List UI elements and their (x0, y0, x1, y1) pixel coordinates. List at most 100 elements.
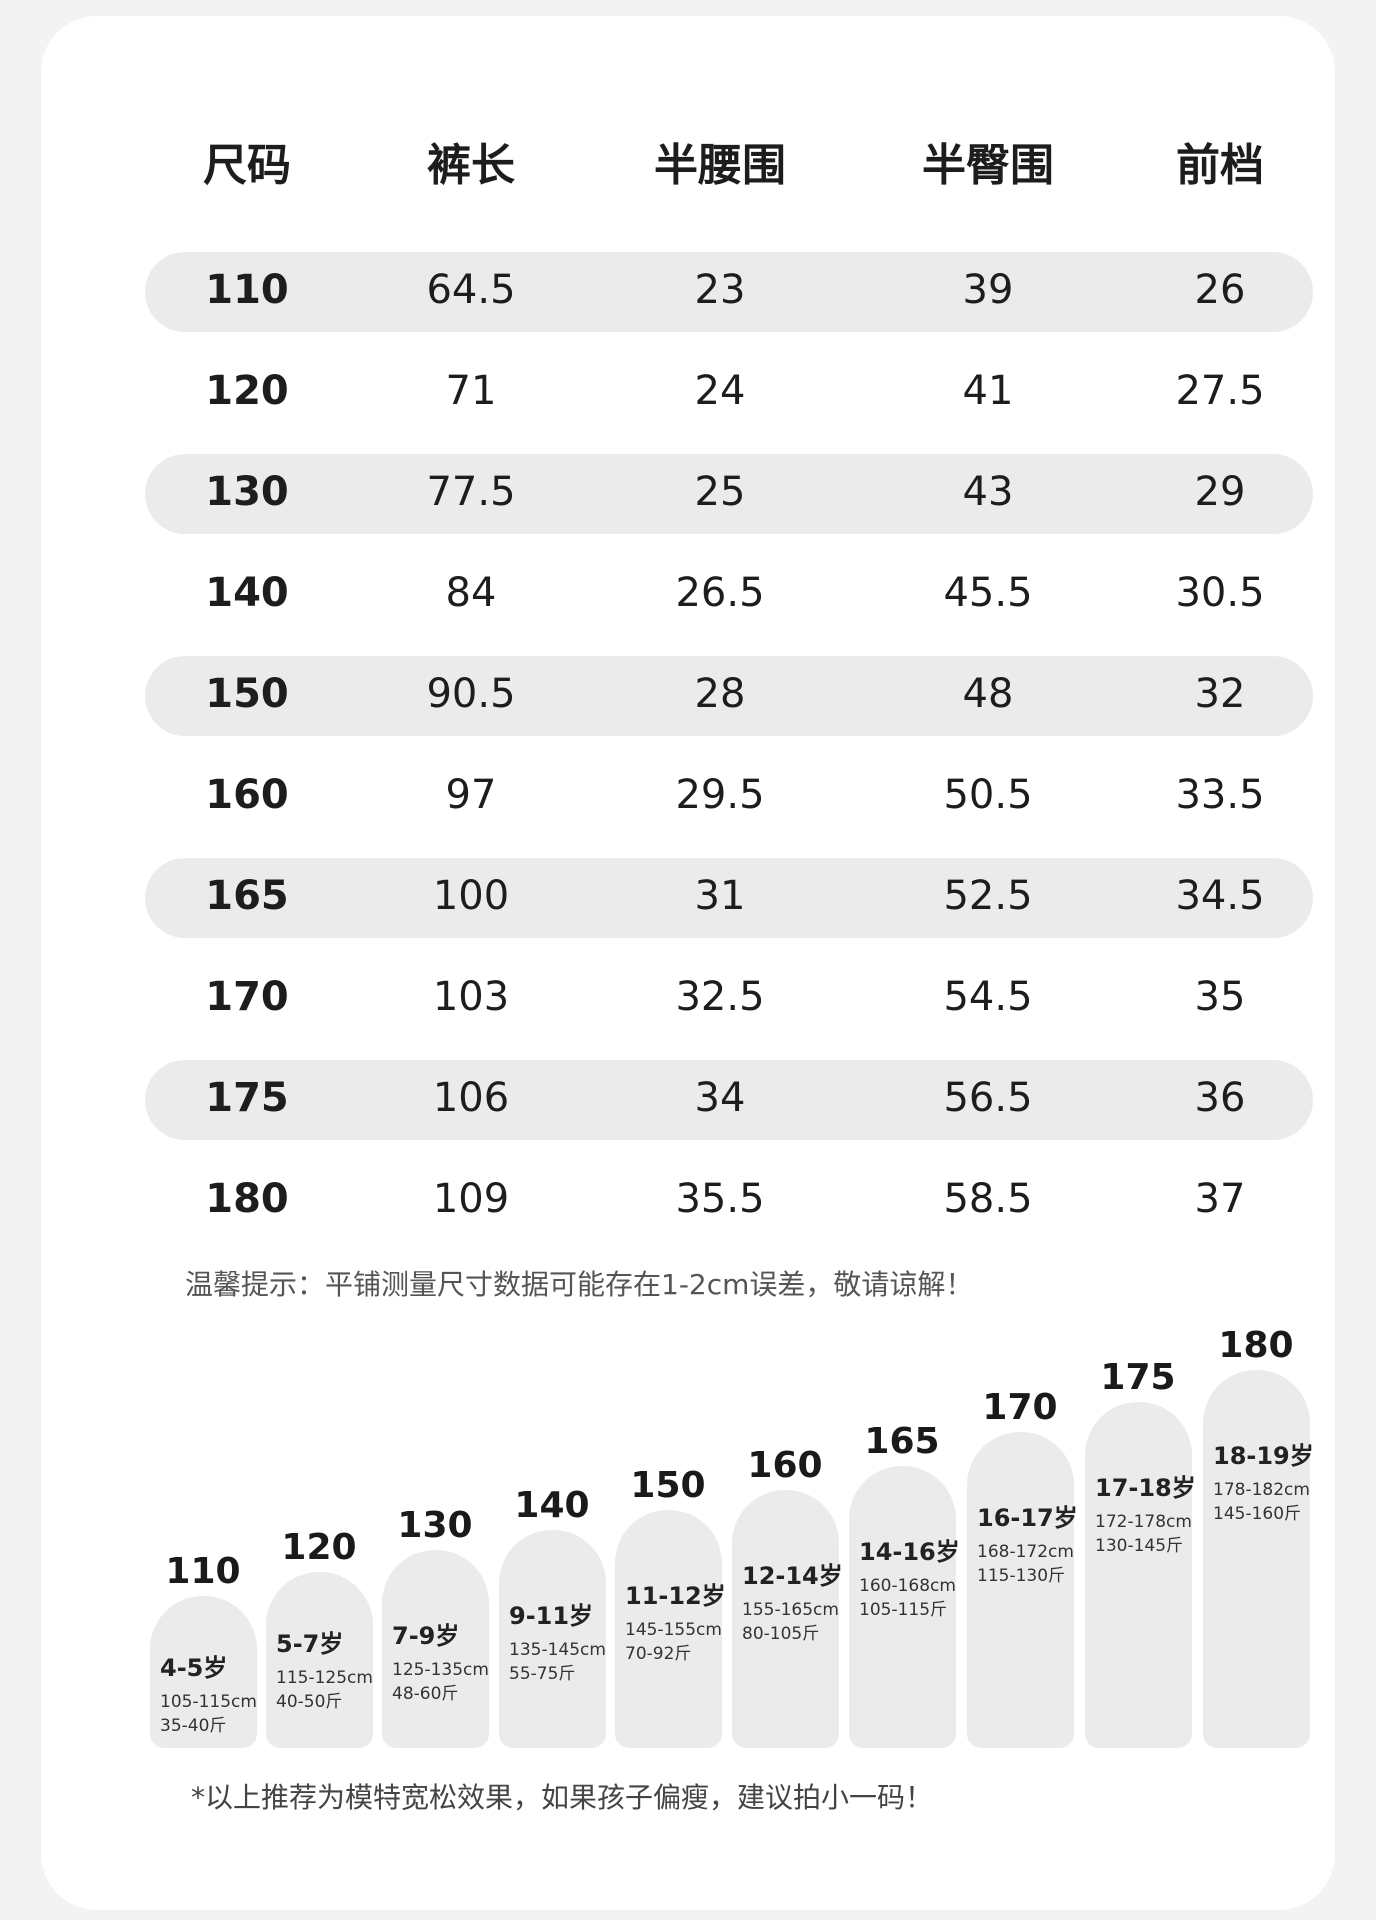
bar-size-label: 160 (747, 1445, 823, 1486)
header-front-rise: 前档 (1176, 140, 1264, 191)
header-half-waist: 半腰围 (654, 140, 786, 191)
weight-range: 115-130斤 (977, 1566, 1066, 1586)
size-cell: 150 (205, 671, 289, 717)
table-row: 150 90.5 28 48 32 (145, 644, 1313, 745)
table-row: 170 103 32.5 54.5 35 (145, 947, 1313, 1048)
measure-cell: 77.5 (426, 469, 516, 515)
recommendation-bar: 18-19岁 178-182cm 145-160斤 (1203, 1370, 1314, 1748)
weight-range: 130-145斤 (1095, 1536, 1184, 1556)
measure-cell: 106 (432, 1075, 510, 1121)
weight-range: 70-92斤 (625, 1644, 692, 1664)
measure-cell: 56.5 (943, 1075, 1033, 1121)
measure-cell: 24 (694, 368, 746, 414)
bar-size-label: 120 (281, 1527, 357, 1568)
table-row: 120 71 24 41 27.5 (145, 341, 1313, 442)
age-range: 9-11岁 (509, 1602, 594, 1630)
measure-cell: 27.5 (1175, 368, 1265, 414)
bar-size-label: 130 (397, 1505, 473, 1546)
size-cell: 165 (205, 873, 289, 919)
measure-cell: 58.5 (943, 1176, 1033, 1222)
size-cell: 140 (205, 570, 289, 616)
measure-cell: 100 (432, 873, 510, 919)
measure-cell: 84 (445, 570, 497, 616)
bar-size-label: 150 (630, 1465, 706, 1506)
recommendation-bar: 9-11岁 135-145cm 55-75斤 (499, 1530, 606, 1748)
table-row: 180 109 35.5 58.5 37 (145, 1149, 1313, 1250)
table-header-row: 尺码 裤长 半腰围 半臀围 前档 (145, 126, 1313, 240)
table-row: 140 84 26.5 45.5 30.5 (145, 543, 1313, 644)
weight-range: 55-75斤 (509, 1664, 576, 1684)
table-row: 165 100 31 52.5 34.5 (145, 846, 1313, 947)
age-range: 11-12岁 (625, 1582, 726, 1610)
measure-cell: 43 (962, 469, 1014, 515)
height-range: 125-135cm (392, 1660, 489, 1680)
size-cell: 110 (205, 267, 289, 313)
bar-size-label: 140 (514, 1485, 590, 1526)
size-table: 尺码 裤长 半腰围 半臀围 前档 110 64.5 23 39 26 120 71 24 41 2… (145, 126, 1313, 1250)
measure-cell: 48 (962, 671, 1014, 717)
table-row: 160 97 29.5 50.5 33.5 (145, 745, 1313, 846)
measure-cell: 64.5 (426, 267, 516, 313)
height-range: 155-165cm (742, 1600, 839, 1620)
size-cell: 180 (205, 1176, 289, 1222)
measure-cell: 39 (962, 267, 1014, 313)
weight-range: 145-160斤 (1213, 1504, 1302, 1524)
height-range: 168-172cm (977, 1542, 1074, 1562)
weight-range: 105-115斤 (859, 1600, 948, 1620)
size-recommendation-chart: 4-5岁 105-115cm 35-40斤 110 5-7岁 115-125cm 40-50… (150, 1316, 1314, 1748)
recommendation-bar: 11-12岁 145-155cm 70-92斤 (615, 1510, 726, 1748)
recommendation-bar: 16-17岁 168-172cm 115-130斤 (967, 1432, 1078, 1748)
measure-cell: 34.5 (1175, 873, 1265, 919)
height-range: 172-178cm (1095, 1512, 1192, 1532)
measure-cell: 41 (962, 368, 1014, 414)
recommendation-bar: 5-7岁 115-125cm 40-50斤 (266, 1572, 373, 1748)
bar-size-label: 170 (982, 1387, 1058, 1428)
size-cell: 170 (205, 974, 289, 1020)
header-pants-length: 裤长 (427, 140, 515, 191)
bar-size-label: 165 (864, 1421, 940, 1462)
age-range: 17-18岁 (1095, 1474, 1196, 1502)
measure-cell: 26 (1194, 267, 1246, 313)
table-row: 175 106 34 56.5 36 (145, 1048, 1313, 1149)
header-size: 尺码 (203, 140, 291, 191)
age-range: 14-16岁 (859, 1538, 960, 1566)
measure-cell: 52.5 (943, 873, 1033, 919)
recommendation-bar: 17-18岁 172-178cm 130-145斤 (1085, 1402, 1196, 1748)
measure-cell: 36 (1194, 1075, 1246, 1121)
measure-cell: 54.5 (943, 974, 1033, 1020)
size-cell: 175 (205, 1075, 289, 1121)
height-range: 160-168cm (859, 1576, 956, 1596)
measure-cell: 45.5 (943, 570, 1033, 616)
age-range: 18-19岁 (1213, 1442, 1314, 1470)
size-cell: 120 (205, 368, 289, 414)
measure-cell: 32.5 (675, 974, 765, 1020)
recommendation-bar: 12-14岁 155-165cm 80-105斤 (732, 1490, 843, 1748)
measure-cell: 71 (445, 368, 497, 414)
measure-cell: 32 (1194, 671, 1246, 717)
measure-cell: 90.5 (426, 671, 516, 717)
measure-cell: 33.5 (1175, 772, 1265, 818)
size-chart-card: 尺码 裤长 半腰围 半臀围 前档 110 64.5 23 39 26 120 71 24 41 2… (41, 16, 1335, 1910)
weight-range: 80-105斤 (742, 1624, 820, 1644)
height-range: 135-145cm (509, 1640, 606, 1660)
measure-cell: 35.5 (675, 1176, 765, 1222)
table-row: 130 77.5 25 43 29 (145, 442, 1313, 543)
age-range: 5-7岁 (276, 1630, 344, 1658)
measure-cell: 26.5 (675, 570, 765, 616)
age-range: 16-17岁 (977, 1504, 1078, 1532)
height-range: 178-182cm (1213, 1480, 1310, 1500)
measure-cell: 23 (694, 267, 746, 313)
header-half-hip: 半臀围 (922, 140, 1054, 191)
measure-cell: 25 (694, 469, 746, 515)
measure-cell: 34 (694, 1075, 746, 1121)
age-range: 12-14岁 (742, 1562, 843, 1590)
weight-range: 35-40斤 (160, 1716, 227, 1736)
measure-cell: 37 (1194, 1176, 1246, 1222)
measure-cell: 31 (694, 873, 746, 919)
recommendation-note: *以上推荐为模特宽松效果，如果孩子偏瘦，建议拍小一码！ (191, 1781, 934, 1814)
measurement-tip: 温馨提示：平铺测量尺寸数据可能存在1-2cm误差，敬请谅解！ (185, 1268, 974, 1301)
measure-cell: 30.5 (1175, 570, 1265, 616)
measure-cell: 29 (1194, 469, 1246, 515)
recommendation-bar: 14-16岁 160-168cm 105-115斤 (849, 1466, 960, 1748)
measure-cell: 28 (694, 671, 746, 717)
